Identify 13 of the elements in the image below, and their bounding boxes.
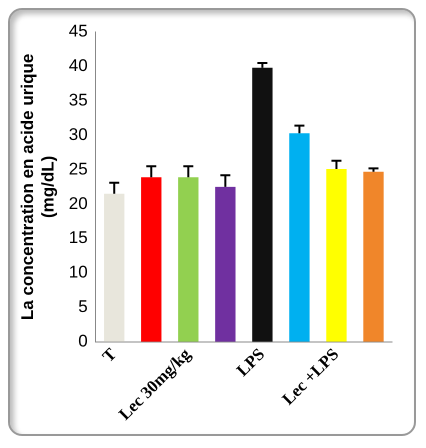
x-tick-label: LPS [232, 344, 268, 380]
y-tick-label: 20 [68, 194, 88, 213]
x-tick-label: T [98, 344, 121, 366]
y-tick-label: 0 [78, 331, 88, 350]
y-tick-label: 5 [78, 297, 88, 316]
y-tick-label: 15 [68, 228, 88, 248]
y-tick-label: 30 [68, 124, 88, 144]
y-tick-label: 40 [68, 56, 88, 76]
y-tick-label: 35 [68, 90, 88, 110]
y-axis-title: La concentration en acide urique (mg/dL) [18, 54, 58, 320]
y-tick-label: 10 [68, 262, 88, 282]
y-tick-label: 45 [68, 22, 88, 41]
y-tick-label: 25 [68, 159, 88, 178]
